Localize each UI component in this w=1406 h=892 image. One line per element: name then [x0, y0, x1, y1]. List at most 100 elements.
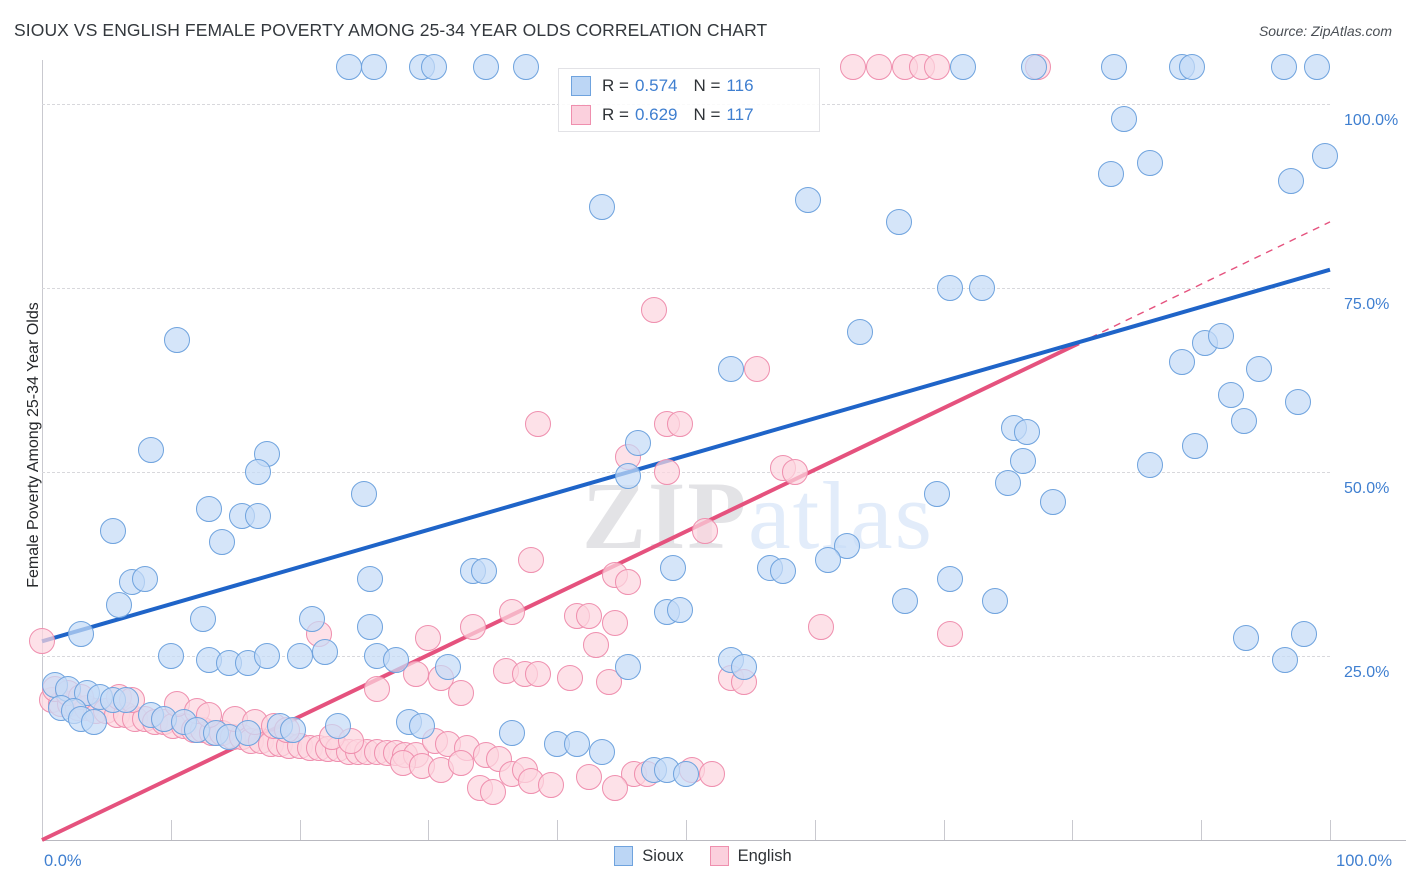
r-label-english: R =: [602, 105, 629, 124]
data-point-sioux: [653, 757, 680, 784]
x-axis-tick: [1330, 820, 1331, 840]
x-axis-tick: [42, 820, 43, 840]
data-point-sioux: [164, 326, 191, 353]
data-point-english: [537, 771, 564, 798]
data-point-sioux: [254, 643, 281, 670]
data-point-english: [692, 517, 719, 544]
stats-legend-row-english: R = 0.629 N = 117: [571, 102, 754, 128]
data-point-sioux: [1181, 433, 1208, 460]
plot-area: ZIPatlas: [29, 54, 1406, 842]
legend-swatch-sioux: [614, 846, 634, 866]
data-point-english: [937, 620, 964, 647]
gridline: [42, 472, 1330, 474]
data-point-sioux: [470, 558, 497, 585]
legend-item-english[interactable]: English: [709, 846, 792, 866]
data-point-sioux: [625, 429, 652, 456]
legend-item-sioux[interactable]: Sioux: [614, 846, 684, 866]
data-point-english: [743, 356, 770, 383]
data-point-sioux: [589, 194, 616, 221]
data-point-sioux: [1278, 168, 1305, 195]
data-point-sioux: [969, 275, 996, 302]
data-point-sioux: [982, 587, 1009, 614]
x-axis-tick: [943, 820, 945, 840]
data-point-sioux: [280, 716, 307, 743]
data-point-sioux: [1020, 54, 1047, 81]
data-point-sioux: [408, 712, 435, 739]
data-point-sioux: [660, 554, 687, 581]
data-point-english: [29, 628, 55, 655]
data-point-sioux: [1246, 356, 1273, 383]
data-point-sioux: [473, 54, 500, 81]
data-point-english: [363, 676, 390, 703]
data-point-english: [866, 54, 893, 81]
x-axis-tick: [428, 820, 430, 840]
series-legend: Sioux English: [0, 846, 1406, 866]
r-value-english: 0.629: [634, 105, 678, 124]
data-point-english: [518, 547, 545, 574]
r-label-sioux: R =: [602, 76, 629, 95]
data-point-sioux: [235, 720, 262, 747]
data-point-english: [615, 569, 642, 596]
data-point-english: [653, 459, 680, 486]
data-point-sioux: [563, 731, 590, 758]
data-point-sioux: [1207, 322, 1234, 349]
data-point-sioux: [1110, 105, 1137, 132]
data-point-sioux: [1136, 451, 1163, 478]
data-point-english: [557, 665, 584, 692]
y-axis-title: Female Poverty Among 25-34 Year Olds: [25, 302, 42, 588]
data-point-sioux: [138, 437, 165, 463]
y-axis-tick-label: 75.0%: [1344, 296, 1390, 314]
page-title: SIOUX VS ENGLISH FEMALE POVERTY AMONG 25…: [14, 20, 768, 40]
y-axis-tick-label: 25.0%: [1344, 664, 1390, 682]
data-point-sioux: [589, 738, 616, 765]
data-point-english: [582, 632, 609, 658]
english-color-swatch: [571, 105, 591, 125]
x-axis-tick: [686, 820, 687, 840]
data-point-sioux: [1168, 348, 1195, 375]
data-point-sioux: [383, 646, 410, 673]
data-point-sioux: [245, 459, 272, 486]
data-point-sioux: [209, 528, 236, 555]
data-point-sioux: [1233, 624, 1260, 651]
data-point-sioux: [335, 54, 362, 81]
legend-label-sioux: Sioux: [642, 846, 684, 865]
data-point-sioux: [106, 591, 133, 618]
stats-legend-row-sioux: R = 0.574 N = 116: [571, 73, 754, 99]
data-point-sioux: [286, 643, 313, 670]
sioux-color-swatch: [571, 76, 591, 96]
data-point-english: [447, 679, 474, 706]
data-point-english: [808, 613, 835, 640]
y-axis-tick-label: 100.0%: [1344, 112, 1399, 130]
data-point-sioux: [245, 503, 272, 530]
data-point-sioux: [730, 654, 757, 681]
data-point-sioux: [157, 643, 184, 670]
data-point-sioux: [924, 481, 951, 508]
gridline: [42, 656, 1330, 658]
data-point-sioux: [513, 54, 540, 81]
source-attribution: Source: ZipAtlas.com: [1258, 23, 1392, 39]
data-point-sioux: [190, 606, 216, 633]
english-trendline: [41, 341, 1080, 842]
data-point-sioux: [112, 687, 139, 714]
data-point-sioux: [132, 565, 159, 592]
data-point-sioux: [1014, 418, 1041, 445]
data-point-sioux: [351, 481, 377, 508]
data-point-sioux: [499, 720, 526, 747]
data-point-english: [447, 749, 474, 776]
data-point-english: [576, 602, 603, 629]
data-point-english: [479, 779, 506, 806]
data-point-english: [595, 668, 622, 695]
data-point-sioux: [1217, 381, 1244, 408]
data-point-sioux: [615, 462, 642, 489]
x-axis-tick-label-max: 100.0%: [1336, 852, 1392, 870]
data-point-sioux: [1304, 54, 1331, 81]
data-point-sioux: [299, 606, 326, 633]
data-point-sioux: [434, 654, 461, 681]
data-point-sioux: [420, 54, 447, 81]
data-point-sioux: [1291, 620, 1318, 647]
data-point-sioux: [80, 709, 107, 736]
data-point-sioux: [357, 565, 384, 592]
data-point-sioux: [99, 517, 126, 544]
data-point-english: [840, 54, 867, 81]
